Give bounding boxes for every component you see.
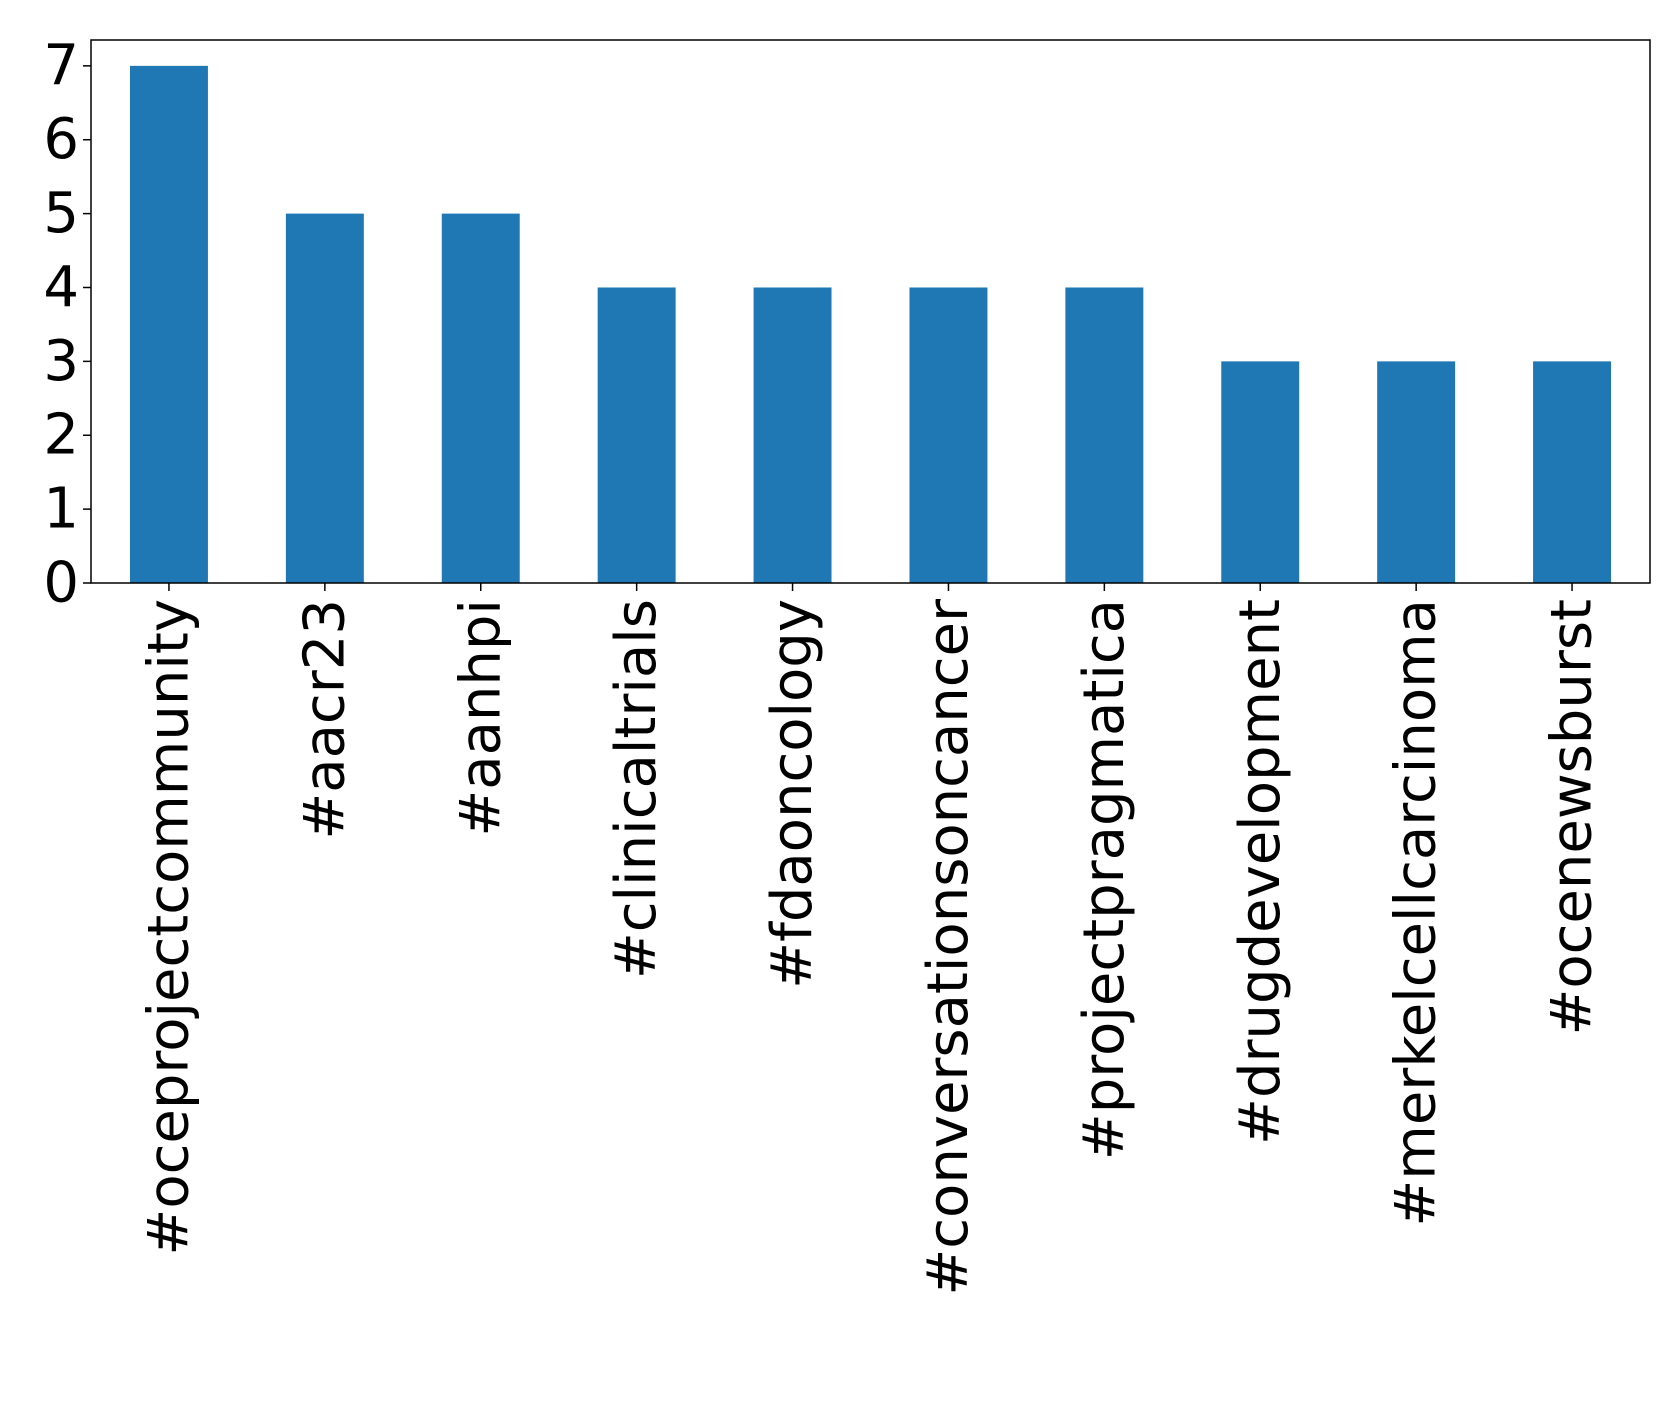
x-tick-label-3: #clinicaltrials bbox=[604, 599, 669, 979]
y-tick-label-3: 3 bbox=[43, 329, 79, 394]
bar-8 bbox=[1377, 361, 1456, 583]
x-axis: #oceprojectcommunity #aacr23 #aanhpi #clini… bbox=[136, 583, 1605, 1296]
x-tick-label-8: #merkelcellcarcinoma bbox=[1384, 599, 1449, 1227]
y-tick-label-5: 5 bbox=[43, 181, 79, 246]
bar-7 bbox=[1221, 361, 1300, 583]
plot-frame bbox=[90, 39, 1651, 584]
y-tick-label-2: 2 bbox=[43, 403, 79, 468]
bar-6 bbox=[1065, 287, 1144, 583]
x-tick-label-7: #drugdevelopment bbox=[1228, 599, 1293, 1145]
x-tick-label-1: #aacr23 bbox=[292, 599, 357, 840]
x-tick-label-5: #conversationsoncancer bbox=[916, 598, 981, 1296]
y-tick-label-0: 0 bbox=[43, 551, 79, 616]
bar-3 bbox=[597, 287, 676, 583]
y-tick-label-1: 1 bbox=[43, 477, 79, 542]
bar-0 bbox=[129, 65, 208, 584]
bar-4 bbox=[753, 287, 832, 583]
bar-9 bbox=[1533, 361, 1612, 583]
bar-1 bbox=[285, 213, 364, 583]
bar-5 bbox=[909, 287, 988, 583]
y-axis: 0 1 2 3 4 5 6 7 bbox=[43, 33, 91, 616]
x-tick-label-4: #fdaoncology bbox=[760, 599, 825, 989]
x-tick-label-0: #oceprojectcommunity bbox=[136, 599, 201, 1256]
bars-group bbox=[129, 65, 1612, 584]
x-tick-label-9: #ocenewsburst bbox=[1540, 599, 1605, 1036]
x-tick-label-6: #projectpragmatica bbox=[1072, 599, 1137, 1160]
y-tick-label-6: 6 bbox=[43, 107, 79, 172]
y-tick-label-7: 7 bbox=[43, 33, 79, 98]
bar-2 bbox=[441, 213, 520, 583]
y-tick-label-4: 4 bbox=[43, 255, 79, 320]
x-tick-label-2: #aanhpi bbox=[448, 599, 513, 837]
